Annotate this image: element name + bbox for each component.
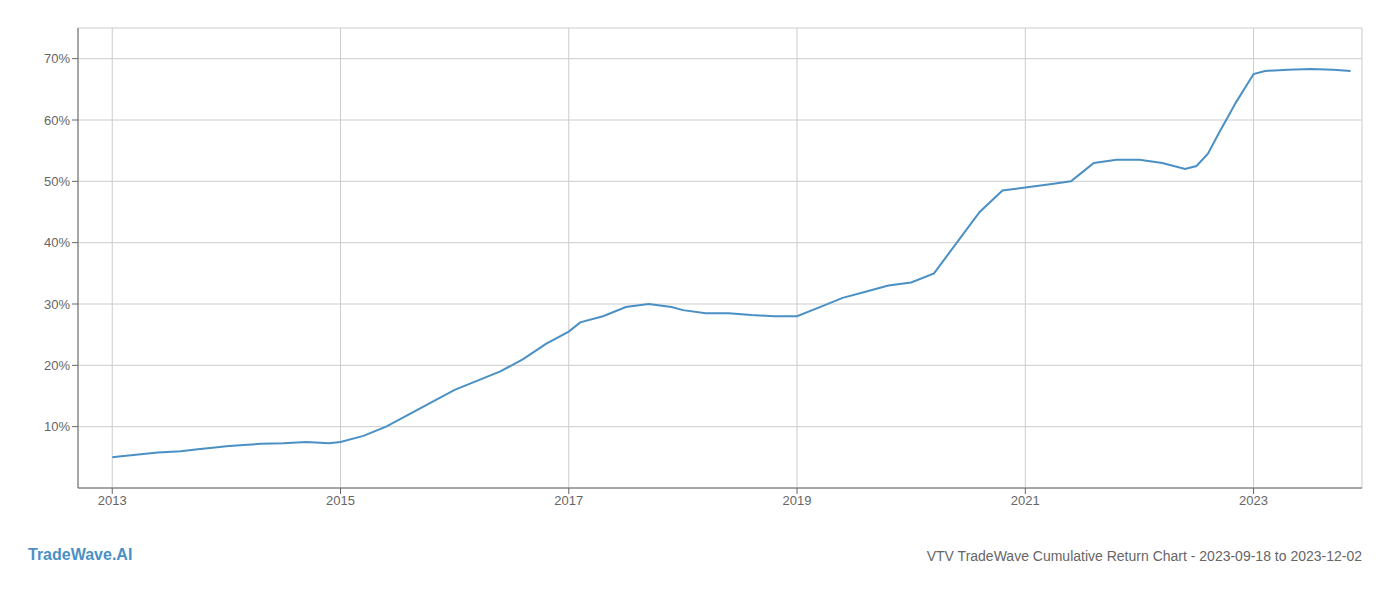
svg-text:30%: 30% <box>44 297 70 312</box>
svg-text:10%: 10% <box>44 419 70 434</box>
html-text:TradeWave.AI: TradeWave.AI <box>28 546 133 563</box>
svg-text:20%: 20% <box>44 358 70 373</box>
svg-text:60%: 60% <box>44 113 70 128</box>
svg-text:2017: 2017 <box>554 493 583 508</box>
svg-text:2019: 2019 <box>783 493 812 508</box>
svg-text:2015: 2015 <box>326 493 355 508</box>
svg-text:2013: 2013 <box>98 493 127 508</box>
svg-text:70%: 70% <box>44 51 70 66</box>
svg-text:2023: 2023 <box>1239 493 1268 508</box>
svg-text:2021: 2021 <box>1011 493 1040 508</box>
svg-text:40%: 40% <box>44 235 70 250</box>
html-text:VTV TradeWave Cumulative Retur: VTV TradeWave Cumulative Return Chart - … <box>926 548 1362 564</box>
svg-text:50%: 50% <box>44 174 70 189</box>
